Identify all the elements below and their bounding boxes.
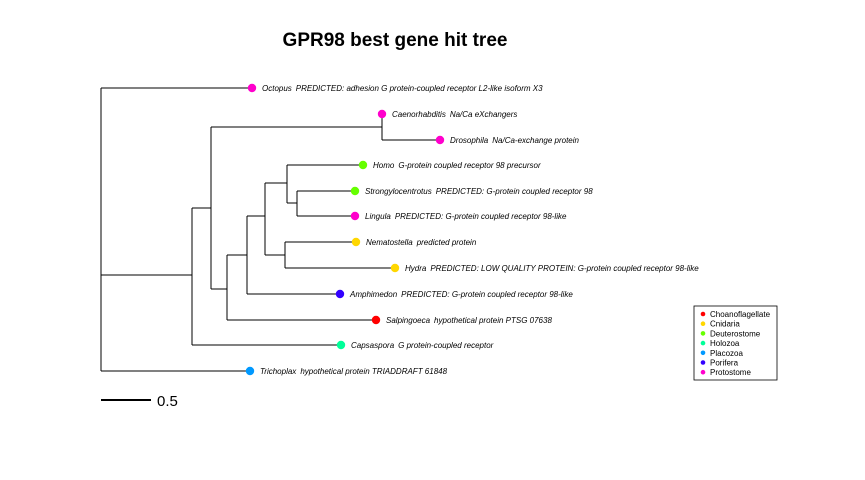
tree-branches — [100, 87, 440, 372]
legend-label-choanoflagellate: Choanoflagellate — [710, 310, 771, 319]
tip-genus: Hydra — [405, 264, 427, 273]
tip-description: hypothetical protein TRIADDRAFT 61848 — [300, 367, 447, 376]
tip-label-trichoplax: Trichoplax hypothetical protein TRIADDRAF… — [260, 367, 448, 376]
tip-genus: Salpingoeca — [386, 316, 431, 325]
tip-label-caenorhabditis: Caenorhabditis Na/Ca eXchangers — [392, 110, 517, 119]
tip-marker-caenorhabditis — [377, 109, 387, 119]
tip-marker-trichoplax — [245, 366, 255, 376]
legend-swatch-protostome — [700, 369, 706, 375]
legend-swatch-choanoflagellate — [700, 311, 706, 317]
scale-bar-label: 0.5 — [157, 393, 178, 410]
tip-marker-homo — [358, 160, 368, 170]
tip-label-capsaspora: Capsaspora G protein-coupled receptor — [351, 341, 494, 350]
tip-genus: Octopus — [262, 84, 292, 93]
legend-label-placozoa: Placozoa — [710, 349, 743, 358]
tip-genus: Caenorhabditis — [392, 110, 446, 119]
tip-marker-amphimedon — [335, 289, 345, 299]
tip-genus: Homo — [373, 161, 395, 170]
tree-title: GPR98 best gene hit tree — [283, 30, 508, 51]
tip-genus: Amphimedon — [349, 290, 398, 299]
legend-label-cnidaria: Cnidaria — [710, 320, 740, 329]
tip-label-strongylocentrotus: Strongylocentrotus PREDICTED: G-protein c… — [365, 187, 593, 196]
legend-swatch-holozoa — [700, 340, 706, 346]
tip-description: predicted protein — [416, 238, 477, 247]
tip-label-amphimedon: Amphimedon PREDICTED: G-protein coupled r… — [349, 290, 573, 299]
legend-label-deuterostome: Deuterostome — [710, 329, 761, 338]
tip-marker-hydra — [390, 263, 400, 273]
tip-label-drosophila: Drosophila Na/Ca-exchange protein — [450, 136, 580, 145]
tree-labels: Octopus PREDICTED: adhesion G protein-cou… — [260, 84, 699, 376]
tip-marker-strongylocentrotus — [350, 186, 360, 196]
tip-label-octopus: Octopus PREDICTED: adhesion G protein-cou… — [262, 84, 543, 93]
legend-label-protostome: Protostome — [710, 368, 751, 377]
tip-marker-drosophila — [435, 135, 445, 145]
tip-description: PREDICTED: G-protein coupled receptor 98… — [401, 290, 573, 299]
tip-genus: Strongylocentrotus — [365, 187, 432, 196]
legend-swatch-cnidaria — [700, 321, 706, 327]
legend: ChoanoflagellateCnidariaDeuterostomeHolo… — [693, 305, 778, 381]
legend-swatch-porifera — [700, 360, 706, 365]
tip-marker-octopus — [247, 83, 257, 93]
tree-tips — [245, 83, 445, 376]
tip-description: PREDICTED: G-protein coupled receptor 98… — [395, 212, 567, 221]
tip-description: G protein-coupled receptor — [398, 341, 494, 350]
scale-bar: 0.5 — [101, 393, 178, 410]
legend-label-holozoa: Holozoa — [710, 339, 740, 348]
tip-marker-capsaspora — [336, 340, 346, 350]
legend-box — [693, 305, 778, 381]
tip-label-salpingoeca: Salpingoeca hypothetical protein PTSG 076… — [386, 316, 552, 325]
tip-description: Na/Ca-exchange protein — [492, 136, 579, 145]
tip-label-nematostella: Nematostella predicted protein — [366, 238, 477, 247]
tip-label-hydra: Hydra PREDICTED: LOW QUALITY PROTEIN: G-p… — [405, 264, 699, 273]
tip-label-homo: Homo G-protein coupled receptor 98 precur… — [373, 161, 541, 170]
tip-marker-lingula — [350, 211, 360, 221]
tip-description: hypothetical protein PTSG 07638 — [434, 316, 552, 325]
tip-genus: Drosophila — [450, 136, 489, 145]
tip-description: G-protein coupled receptor 98 precursor — [398, 161, 541, 170]
legend-label-porifera: Porifera — [710, 359, 739, 368]
tip-genus: Lingula — [365, 212, 391, 221]
tip-marker-salpingoeca — [371, 315, 381, 325]
tip-description: PREDICTED: G-protein coupled receptor 98 — [436, 187, 594, 196]
tip-genus: Trichoplax — [260, 367, 297, 376]
tip-description: Na/Ca eXchangers — [450, 110, 518, 119]
tip-label-lingula: Lingula PREDICTED: G-protein coupled rece… — [365, 212, 567, 221]
tip-description: PREDICTED: LOW QUALITY PROTEIN: G-protei… — [430, 264, 699, 273]
tip-genus: Nematostella — [366, 238, 413, 247]
tip-marker-nematostella — [351, 237, 361, 247]
tip-genus: Capsaspora — [351, 341, 395, 350]
tip-description: PREDICTED: adhesion G protein-coupled re… — [296, 84, 543, 93]
legend-swatch-placozoa — [700, 350, 706, 356]
legend-swatch-deuterostome — [700, 331, 706, 336]
legend-items: ChoanoflagellateCnidariaDeuterostomeHolo… — [700, 310, 771, 377]
